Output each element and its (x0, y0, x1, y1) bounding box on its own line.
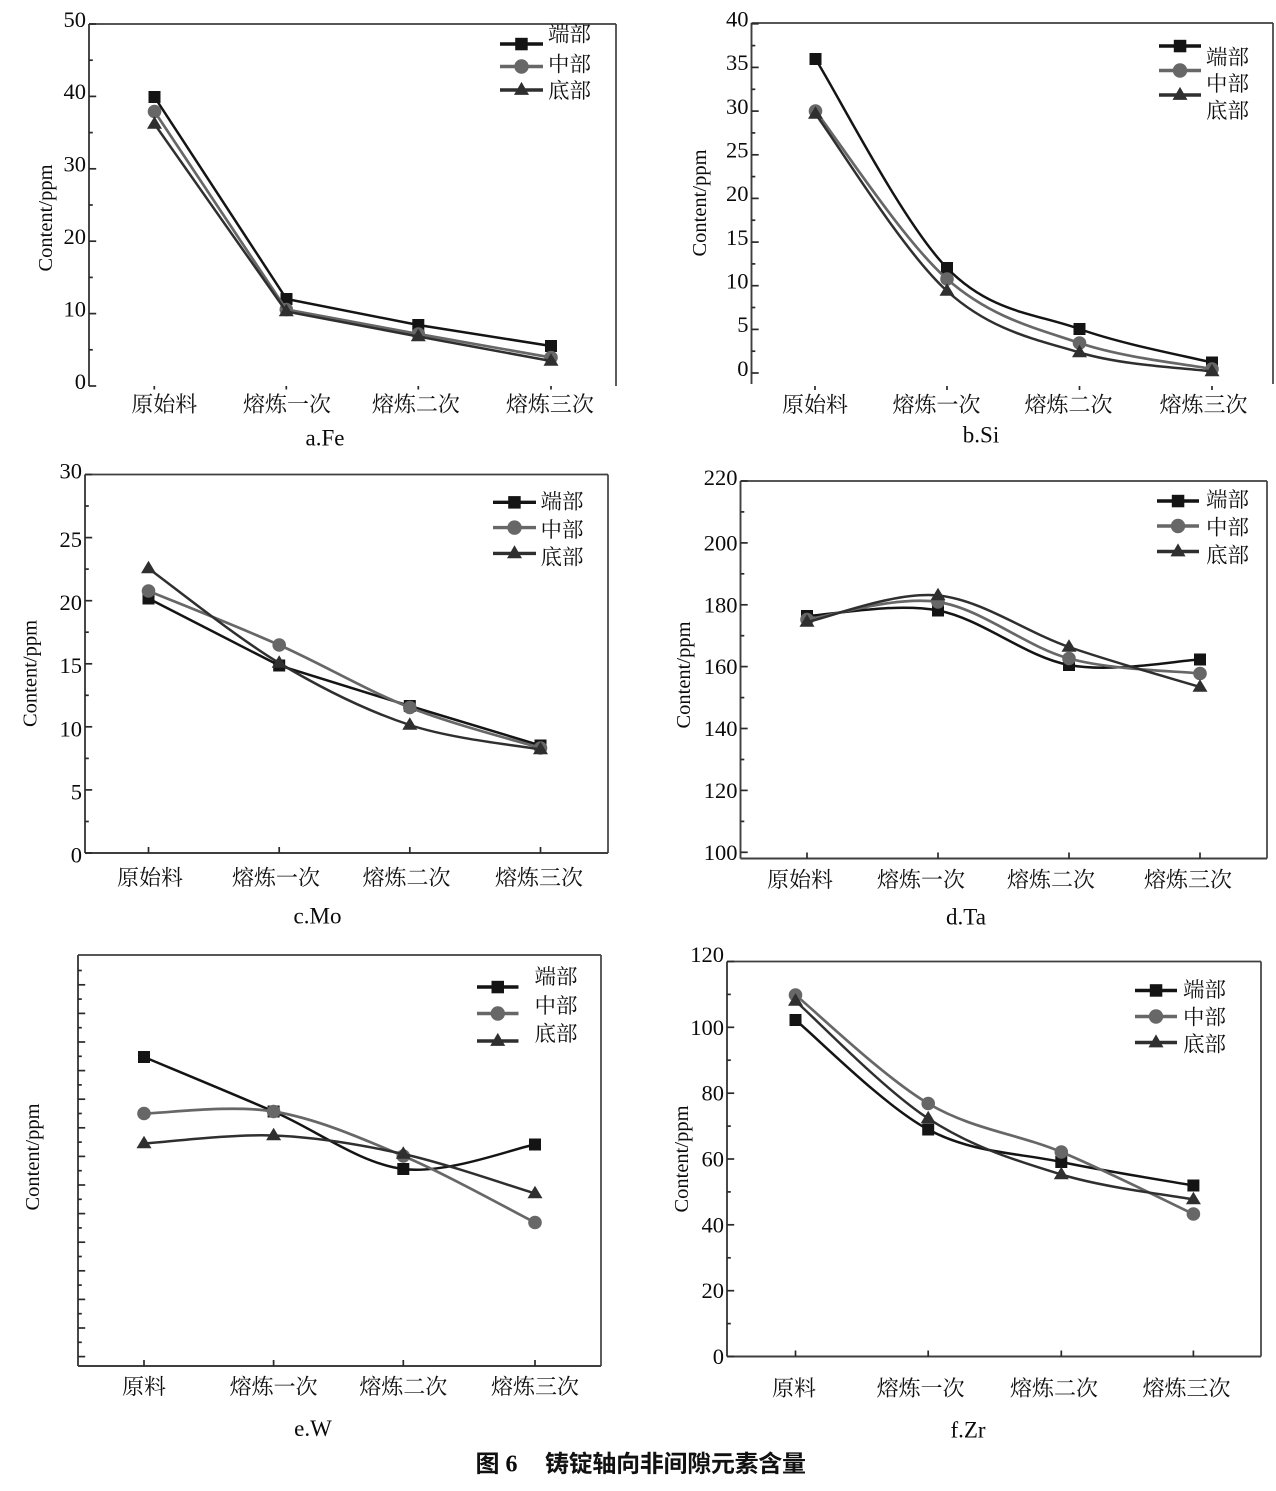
svg-text:10: 10 (726, 269, 749, 294)
svg-text:100: 100 (704, 840, 738, 865)
svg-text:25: 25 (726, 138, 749, 163)
svg-text:0: 0 (713, 1344, 724, 1369)
svg-text:35: 35 (726, 50, 749, 75)
svg-text:a.Fe: a.Fe (306, 426, 345, 451)
svg-text:f.Zr: f.Zr (950, 1418, 985, 1443)
svg-text:5: 5 (737, 312, 748, 337)
svg-text:30: 30 (726, 94, 749, 119)
svg-text:0: 0 (75, 369, 86, 394)
svg-text:0: 0 (71, 843, 82, 868)
svg-text:30: 30 (64, 152, 87, 177)
svg-text:60: 60 (702, 1147, 725, 1172)
svg-text:Content/ppm: Content/ppm (20, 620, 42, 727)
svg-text:c.Mo: c.Mo (294, 904, 342, 929)
svg-text:0: 0 (737, 356, 748, 381)
svg-text:25: 25 (60, 527, 83, 552)
svg-text:Content/ppm: Content/ppm (22, 1103, 44, 1210)
svg-text:20: 20 (726, 181, 749, 206)
svg-text:Content/ppm: Content/ppm (673, 621, 695, 728)
svg-text:Content/ppm: Content/ppm (671, 1105, 693, 1212)
svg-text:120: 120 (690, 942, 724, 967)
svg-text:120: 120 (704, 778, 738, 803)
svg-text:40: 40 (726, 7, 749, 32)
svg-text:15: 15 (726, 225, 749, 250)
svg-text:40: 40 (702, 1212, 725, 1237)
svg-text:30: 30 (60, 459, 83, 484)
svg-text:180: 180 (704, 592, 738, 617)
svg-text:10: 10 (64, 296, 87, 321)
svg-text:6: 6 (506, 1452, 518, 1478)
svg-text:200: 200 (704, 530, 738, 555)
svg-text:5: 5 (71, 779, 82, 804)
svg-text:Content/ppm: Content/ppm (689, 149, 711, 256)
svg-text:50: 50 (64, 7, 87, 32)
svg-text:160: 160 (704, 654, 738, 679)
svg-text:20: 20 (702, 1278, 725, 1303)
svg-text:d.Ta: d.Ta (946, 905, 986, 930)
svg-text:140: 140 (704, 716, 738, 741)
svg-text:10: 10 (60, 716, 83, 741)
svg-text:b.Si: b.Si (963, 423, 999, 448)
svg-text:40: 40 (64, 79, 87, 104)
svg-text:100: 100 (690, 1015, 724, 1040)
svg-text:e.W: e.W (294, 1416, 332, 1441)
svg-text:20: 20 (64, 224, 87, 249)
svg-text:20: 20 (60, 590, 83, 615)
svg-text:Content/ppm: Content/ppm (35, 164, 57, 271)
svg-text:220: 220 (704, 465, 738, 490)
svg-text:15: 15 (60, 653, 83, 678)
svg-text:80: 80 (702, 1081, 725, 1106)
